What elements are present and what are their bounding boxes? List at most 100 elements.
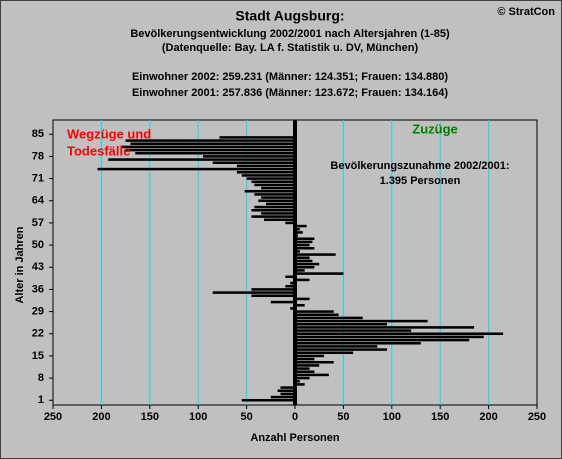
bar: [295, 373, 329, 377]
bar: [290, 281, 295, 285]
bar: [295, 364, 320, 367]
bar: [295, 253, 336, 256]
bar: [295, 310, 334, 313]
bar: [295, 354, 325, 358]
bar: [295, 231, 303, 234]
x-tick-label: 250: [528, 411, 546, 423]
bar: [125, 139, 295, 142]
y-tick-label: 1: [38, 394, 44, 406]
bar: [295, 256, 310, 260]
bar: [203, 155, 295, 158]
annotation: Bevölkerungszunahme 2002/2001:: [330, 160, 509, 172]
bar: [295, 237, 315, 241]
chart-title: Stadt Augsburg:: [235, 8, 344, 24]
bar: [295, 297, 310, 301]
x-tick-label: 200: [479, 411, 497, 423]
bar: [295, 351, 354, 355]
x-tick-label: 150: [431, 411, 449, 423]
bar: [254, 193, 295, 196]
bar: [295, 360, 334, 364]
bar: [280, 392, 295, 396]
bar: [295, 332, 504, 336]
annotation: Todesfälle: [67, 143, 130, 158]
x-tick-label: 100: [383, 411, 401, 423]
annotation: Wegzüge und: [67, 126, 151, 141]
bar: [295, 379, 300, 383]
y-tick-label: 85: [32, 128, 44, 140]
bar: [290, 307, 295, 310]
subtitle: (Datenquelle: Bay. LA f. Statistik u. DV…: [162, 42, 419, 54]
bar: [261, 212, 295, 215]
bar: [125, 148, 295, 152]
bar: [295, 262, 320, 266]
x-tick-label: 100: [189, 411, 207, 423]
bar: [261, 186, 295, 190]
bar: [295, 376, 310, 380]
bar: [265, 202, 295, 206]
bar: [108, 158, 296, 161]
x-tick-label: 250: [44, 411, 62, 423]
x-tick-label: 0: [292, 411, 298, 423]
bar: [295, 227, 300, 231]
bar: [236, 170, 295, 174]
bar: [120, 145, 295, 149]
bar: [254, 183, 295, 187]
y-tick-label: 64: [32, 195, 45, 207]
bar: [295, 322, 387, 326]
bar: [295, 335, 484, 339]
bar: [251, 208, 295, 212]
bar: [280, 386, 295, 389]
copyright: © StratCon: [497, 6, 555, 18]
bar: [295, 367, 310, 370]
bar: [295, 272, 344, 275]
y-tick-label: 15: [32, 350, 44, 362]
bar: [285, 221, 295, 225]
bar: [285, 275, 295, 279]
bar: [295, 326, 475, 329]
bar: [130, 142, 295, 146]
bar: [241, 174, 295, 177]
bar: [219, 136, 295, 139]
bar: [295, 348, 387, 351]
info: Einwohner 2001: 257.836 (Männer: 123.672…: [132, 87, 448, 99]
bar: [295, 383, 305, 386]
bar: [270, 395, 295, 399]
bar: [295, 329, 412, 332]
bar: [251, 294, 295, 298]
bar: [295, 370, 315, 374]
annotation: Zuzüge: [412, 121, 458, 136]
bar: [236, 164, 295, 168]
bar: [251, 180, 295, 184]
bar: [97, 167, 295, 171]
x-tick-label: 50: [240, 411, 252, 423]
bar: [295, 224, 307, 228]
bar: [246, 177, 295, 180]
bar: [277, 389, 295, 393]
x-tick-label: 150: [141, 411, 159, 423]
bar: [212, 161, 295, 165]
bar: [295, 319, 428, 323]
info: Einwohner 2002: 259.231 (Männer: 124.351…: [132, 71, 448, 83]
y-tick-label: 8: [38, 372, 44, 384]
bar: [295, 265, 315, 269]
bar: [295, 357, 315, 361]
bar: [295, 240, 313, 244]
x-tick-label: 50: [337, 411, 349, 423]
bar: [254, 205, 295, 209]
x-tick-label: 200: [92, 411, 110, 423]
y-tick-label: 71: [32, 172, 44, 184]
y-tick-label: 43: [32, 261, 44, 273]
annotation: 1.395 Personen: [380, 175, 461, 187]
y-tick-label: 50: [32, 239, 44, 251]
bar: [295, 250, 300, 253]
bar: [295, 243, 310, 247]
bar: [258, 199, 295, 203]
bar: [295, 338, 470, 342]
bar: [135, 151, 295, 155]
bar: [241, 398, 295, 402]
bar: [295, 341, 421, 345]
bar: [251, 288, 295, 291]
y-tick-label: 22: [32, 328, 44, 340]
y-tick-label: 57: [32, 217, 44, 229]
